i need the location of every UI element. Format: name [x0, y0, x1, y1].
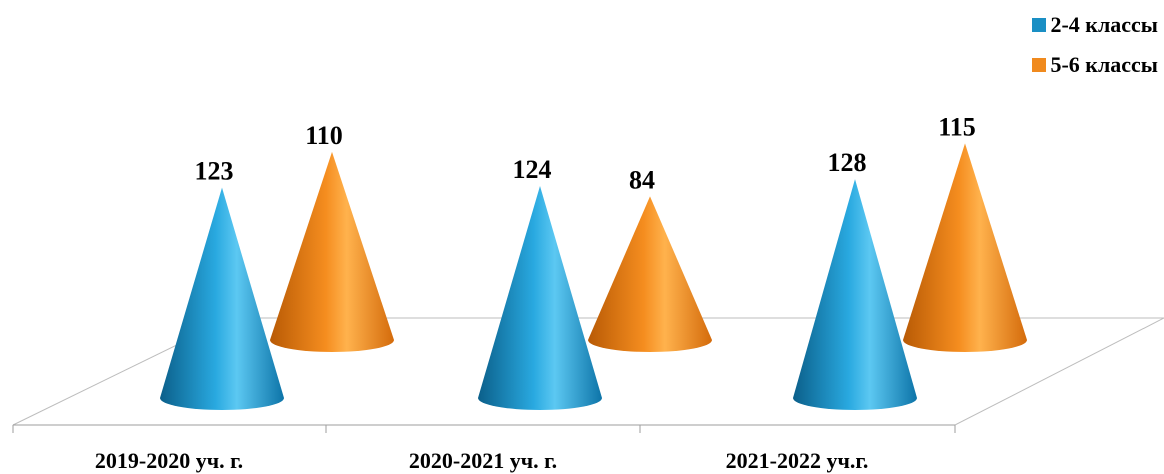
cone-body: [270, 151, 394, 352]
data-label-1-3: 128: [828, 148, 867, 177]
data-label-2-1: 110: [305, 121, 343, 150]
data-label-1-1: 123: [195, 157, 234, 186]
cone-1-3: [793, 179, 917, 410]
x-ticks-layer: 2019-2020 уч. г. 2020-2021 уч. г. 2021-202…: [12, 425, 956, 473]
cone-body: [903, 143, 1027, 352]
cone-2-1: [270, 151, 394, 352]
cone-1-1: [160, 187, 284, 410]
legend-swatch-series-2: [1032, 58, 1047, 72]
cone-body: [588, 196, 712, 352]
data-label-2-3: 115: [938, 112, 976, 141]
legend-label-series-1: 2-4 классы: [1050, 12, 1158, 37]
cone-1-2: [478, 185, 602, 410]
legend-item-series-1: 2-4 классы: [1032, 10, 1158, 40]
legend-swatch-series-1: [1032, 18, 1047, 32]
x-tick-label-3: 2021-2022 уч.г.: [726, 448, 869, 473]
legend-label-series-2: 5-6 классы: [1050, 52, 1158, 77]
data-labels-layer: 110 84 115 123 124 128: [195, 112, 976, 194]
cone-body: [793, 179, 917, 410]
cones-layer: [160, 143, 1027, 410]
cone-body: [160, 187, 284, 410]
cone-2-2: [588, 196, 712, 352]
data-label-2-2: 84: [629, 165, 655, 194]
x-tick-label-2: 2020-2021 уч. г.: [409, 448, 557, 473]
x-tick-label-1: 2019-2020 уч. г.: [95, 448, 243, 473]
cone-2-3: [903, 143, 1027, 352]
legend: 2-4 классы 5-6 классы: [1032, 10, 1158, 90]
legend-item-series-2: 5-6 классы: [1032, 50, 1158, 80]
cone-body: [478, 185, 602, 410]
data-label-1-2: 124: [513, 155, 552, 184]
